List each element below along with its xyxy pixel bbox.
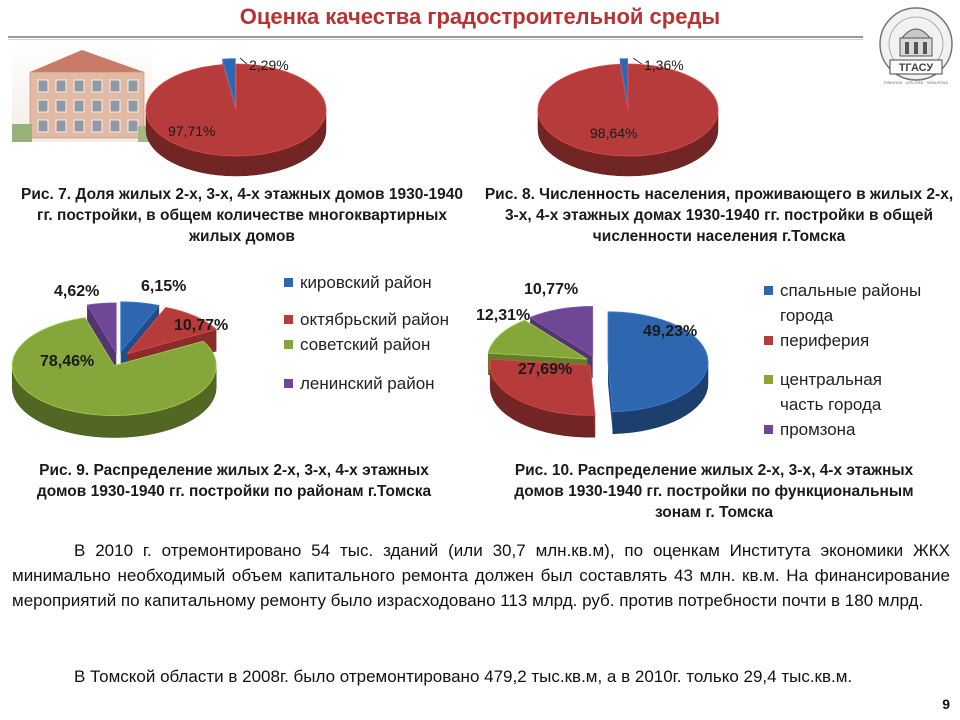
legend-swatch (284, 340, 293, 349)
legend-item: ленинский район (284, 371, 474, 396)
pie-chart-fig8: 98,64% 1,36% (537, 57, 719, 177)
legend-label: периферия (780, 331, 870, 350)
legend-swatch (764, 425, 773, 434)
university-logo: ТГАСУ FIRMITAS · UTILITAS · VENUSTAS (879, 7, 953, 85)
pie-slice (126, 306, 218, 355)
pie-slice (487, 319, 588, 360)
legend-label: промзона (780, 420, 856, 439)
legend-label: центральная часть города (780, 370, 882, 414)
pie-slice (120, 301, 160, 353)
pie-slice-edge (607, 361, 613, 434)
caption-fig10: Рис. 10. Распределение жилых 2-х, 3-х, 4… (514, 462, 914, 521)
logo-motto: FIRMITAS · UTILITAS · VENUSTAS (884, 80, 948, 85)
leader-line (239, 57, 248, 65)
pie-chart-fig7: 97,71% 2,29% (145, 57, 327, 177)
legend-fig10: спальные районы города периферия централ… (764, 278, 954, 442)
pie-data-label: 2,29% (249, 57, 289, 73)
legend-item: советский район (284, 332, 474, 357)
pie-chart-fig9: 6,15% 10,77% 78,46% 4,62% (11, 278, 228, 438)
legend-label: советский район (300, 335, 431, 354)
pie-data-label: 1,36% (644, 57, 684, 73)
pie-slice (619, 58, 629, 105)
legend-item: периферия (764, 328, 954, 353)
pie-data-label: 98,64% (590, 125, 637, 141)
legend-swatch (284, 278, 293, 287)
pie-data-label: 4,62% (54, 283, 99, 300)
caption-fig9: Рис. 9. Распределение жилых 2-х, 3-х, 4-… (36, 462, 432, 500)
pie-slice (489, 358, 596, 416)
page-title: Оценка качества градостроительной среды (239, 4, 721, 29)
legend-item: кировский район (284, 270, 474, 295)
legend-item: центральная часть города (764, 367, 930, 417)
title-divider (8, 36, 863, 38)
legend-item: промзона (764, 417, 954, 442)
pie-data-label: 49,23% (643, 323, 697, 340)
pie-data-label: 10,77% (524, 281, 578, 298)
pie-data-label: 27,69% (518, 361, 572, 378)
pie-data-label: 12,31% (476, 307, 530, 324)
building-photo (12, 42, 152, 142)
legend-swatch (764, 375, 773, 384)
leader-line (632, 57, 643, 65)
legend-fig9: кировский район октябрьский район советс… (284, 270, 474, 396)
pie-slice (537, 63, 719, 157)
pie-slice (529, 305, 594, 358)
pie-data-label: 97,71% (168, 123, 215, 139)
legend-swatch (284, 315, 293, 324)
title-divider-thin (8, 39, 863, 40)
body-paragraph-1: В 2010 г. отремонтировано 54 тыс. зданий… (12, 541, 950, 610)
legend-label: ленинский район (300, 374, 435, 393)
legend-swatch (764, 286, 773, 295)
legend-label: спальные районы города (780, 281, 922, 325)
caption-fig8: Рис. 8. Численность населения, проживающ… (484, 186, 954, 245)
pie-chart-fig10: 49,23% 27,69% 12,31% 10,77% (476, 281, 709, 438)
caption-fig7: Рис. 7. Доля жилых 2-х, 3-х, 4-х этажных… (21, 186, 463, 245)
logo-text: ТГАСУ (899, 62, 934, 74)
legend-label: кировский район (300, 273, 432, 292)
pie-slice (86, 302, 117, 355)
legend-swatch (284, 379, 293, 388)
pie-data-label: 6,15% (141, 278, 186, 295)
body-paragraph-2: В Томской области в 2008г. было отремонт… (74, 667, 853, 686)
legend-item: спальные районы города (764, 278, 960, 328)
pie-data-label: 78,46% (40, 353, 94, 370)
page-number: 9 (942, 696, 950, 712)
pie-slice (221, 58, 236, 105)
pie-slice (11, 317, 217, 416)
pie-data-label: 10,77% (174, 317, 228, 334)
legend-swatch (764, 336, 773, 345)
legend-item: октябрьский район (284, 307, 450, 332)
pie-slice (607, 311, 709, 413)
pie-slice (145, 63, 327, 157)
legend-label: октябрьский район (300, 310, 450, 329)
